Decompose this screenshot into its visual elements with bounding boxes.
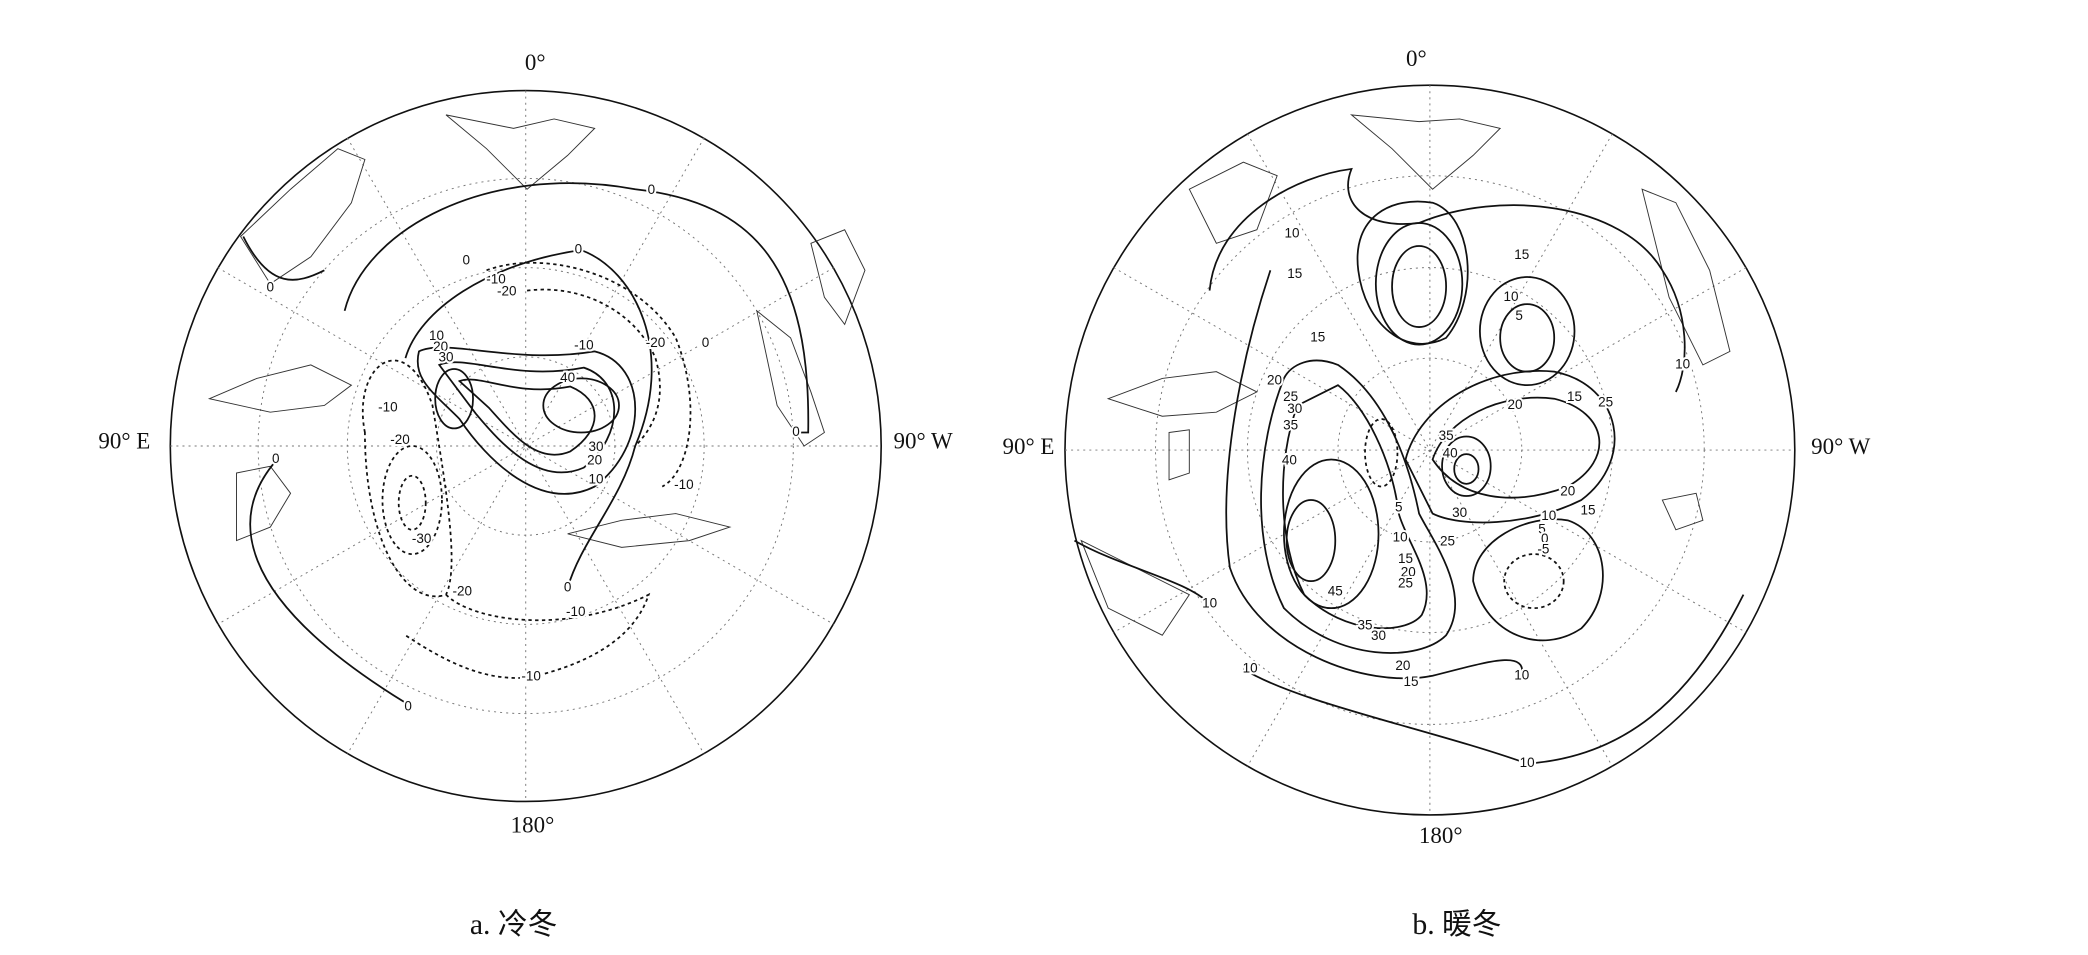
left-label: 90° E <box>1003 434 1055 459</box>
contour-label: 30 <box>438 350 453 365</box>
contour-label: -5 <box>1537 542 1549 557</box>
contour-label: 10 <box>429 328 444 343</box>
contour-label: 40 <box>1282 452 1297 467</box>
contour-label: 5 <box>1395 500 1403 515</box>
contour-label: 10 <box>1520 755 1535 770</box>
left-label: 90° E <box>98 429 150 454</box>
contour-label: -20 <box>497 283 517 298</box>
contour-label: 20 <box>1560 484 1575 499</box>
contour-label: 40 <box>560 370 575 385</box>
contour-label: 35 <box>1283 417 1298 432</box>
caption: b. 暖冬 <box>1412 908 1501 941</box>
contour-label: 30 <box>588 439 603 454</box>
top-label: 0° <box>1406 46 1427 71</box>
contour-label: -20 <box>646 335 666 350</box>
contour-label: -10 <box>486 271 506 286</box>
contour-label: 10 <box>1675 356 1690 371</box>
contour-label: 0 <box>564 579 572 594</box>
contour-label: 0 <box>1541 531 1549 546</box>
contour-label: 0 <box>648 182 656 197</box>
contour-label: 20 <box>587 452 602 467</box>
contour-label: -10 <box>674 477 694 492</box>
contour-label: 15 <box>1514 247 1529 262</box>
contour-label: 10 <box>1243 661 1258 676</box>
contour-label: -10 <box>566 604 586 619</box>
contour-label: 0 <box>272 451 280 466</box>
contour-label: 20 <box>1395 658 1410 673</box>
contour-label: 15 <box>1398 551 1413 566</box>
bottom-label: 180° <box>511 812 555 837</box>
contour-label: 25 <box>1440 534 1455 549</box>
contour-label: 25 <box>1598 394 1613 409</box>
contour-label: 0 <box>267 279 275 294</box>
right-label: 90° W <box>893 429 952 454</box>
contour-label: 25 <box>1398 575 1413 590</box>
graticule <box>170 90 882 802</box>
contour-label: 25 <box>1283 389 1298 404</box>
contour-label: 40 <box>1443 446 1458 461</box>
contour-label: 5 <box>1538 521 1546 536</box>
contour-label: 10 <box>1541 508 1556 523</box>
contour-label: 35 <box>1439 428 1454 443</box>
right-label: 90° W <box>1811 434 1870 459</box>
contour-label: -10 <box>574 338 594 353</box>
contour-label: 0 <box>792 424 800 439</box>
contour-label: 20 <box>433 339 448 354</box>
coastlines <box>207 114 866 548</box>
contour-label: 15 <box>1403 674 1418 689</box>
contour-label: 20 <box>1267 373 1282 388</box>
contour-label: 0 <box>702 335 710 350</box>
contour-label: 20 <box>1401 565 1416 580</box>
contour-label: 10 <box>1202 596 1217 611</box>
contour-label: 35 <box>1357 617 1372 632</box>
graticule <box>1064 85 1795 815</box>
contour-label: 30 <box>1452 505 1467 520</box>
contour-label: 0 <box>404 698 412 713</box>
bottom-label: 180° <box>1419 823 1463 848</box>
contour-label: -10 <box>378 400 398 415</box>
contour-label: 30 <box>1287 401 1302 416</box>
contour-label: 15 <box>1310 329 1325 344</box>
contour-label: -30 <box>412 531 432 546</box>
contour-label: 0 <box>575 242 583 257</box>
contour-label: 15 <box>1287 266 1302 281</box>
contour-label: -20 <box>452 584 472 599</box>
contour-label: 15 <box>1567 389 1582 404</box>
map-boundary <box>169 89 882 803</box>
contour-label: 5 <box>1515 308 1523 323</box>
contours <box>1074 167 1745 765</box>
contours <box>242 182 810 704</box>
contour-label: 45 <box>1328 584 1343 599</box>
contour-label: -20 <box>390 432 410 447</box>
contour-label: 10 <box>1503 289 1518 304</box>
contour-label: 30 <box>1371 628 1386 643</box>
contour-label: 10 <box>1514 667 1529 682</box>
contour-label: 20 <box>1508 397 1523 412</box>
contour-label: 15 <box>1580 502 1595 517</box>
top-label: 0° <box>525 50 546 75</box>
contour-label: 10 <box>588 471 603 486</box>
contour-label: 10 <box>1285 225 1300 240</box>
contour-label: -10 <box>521 669 541 684</box>
caption: a. 冷冬 <box>470 908 558 941</box>
contour-label: 0 <box>463 252 471 267</box>
contour-label: 10 <box>1393 529 1408 544</box>
